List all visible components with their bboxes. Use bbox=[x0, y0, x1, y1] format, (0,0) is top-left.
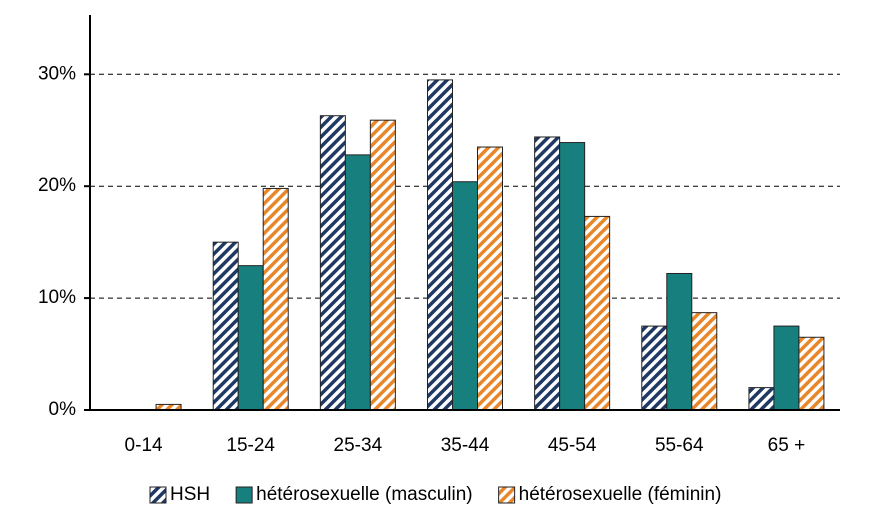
x-tick-label: 35-44 bbox=[441, 435, 490, 456]
bar bbox=[641, 325, 668, 411]
bar bbox=[748, 387, 775, 411]
bar bbox=[344, 154, 371, 411]
bar bbox=[369, 119, 396, 411]
bar bbox=[559, 142, 586, 411]
x-tick-label: 55-64 bbox=[655, 435, 704, 456]
x-tick-label: 65 + bbox=[768, 435, 806, 456]
bar bbox=[584, 215, 611, 411]
bar bbox=[773, 325, 800, 411]
bar bbox=[798, 336, 825, 411]
bar bbox=[452, 181, 478, 411]
legend-label: hétérosexuelle (féminin) bbox=[519, 484, 722, 505]
x-tick-label: 45-54 bbox=[548, 435, 597, 456]
bar bbox=[237, 265, 264, 411]
y-tick-label: 10% bbox=[38, 287, 76, 308]
x-tick-label: 15-24 bbox=[226, 435, 275, 456]
x-tick-label: 25-34 bbox=[334, 435, 383, 456]
legend-swatch bbox=[149, 486, 167, 504]
x-tick-label: 0-14 bbox=[125, 435, 163, 456]
legend-swatch bbox=[498, 486, 516, 504]
legend-label: hétérosexuelle (masculin) bbox=[256, 484, 473, 505]
bar bbox=[319, 115, 346, 411]
y-tick-label: 30% bbox=[38, 63, 76, 84]
bar bbox=[212, 241, 239, 411]
bar bbox=[262, 187, 289, 411]
y-tick-label: 20% bbox=[38, 175, 76, 196]
bar bbox=[477, 146, 503, 411]
bar bbox=[691, 312, 718, 411]
bar bbox=[427, 79, 453, 411]
y-tick-label: 0% bbox=[49, 399, 77, 420]
legend-label: HSH bbox=[170, 484, 210, 505]
bar bbox=[534, 136, 561, 411]
legend-swatch bbox=[235, 486, 253, 504]
bar bbox=[666, 272, 693, 411]
